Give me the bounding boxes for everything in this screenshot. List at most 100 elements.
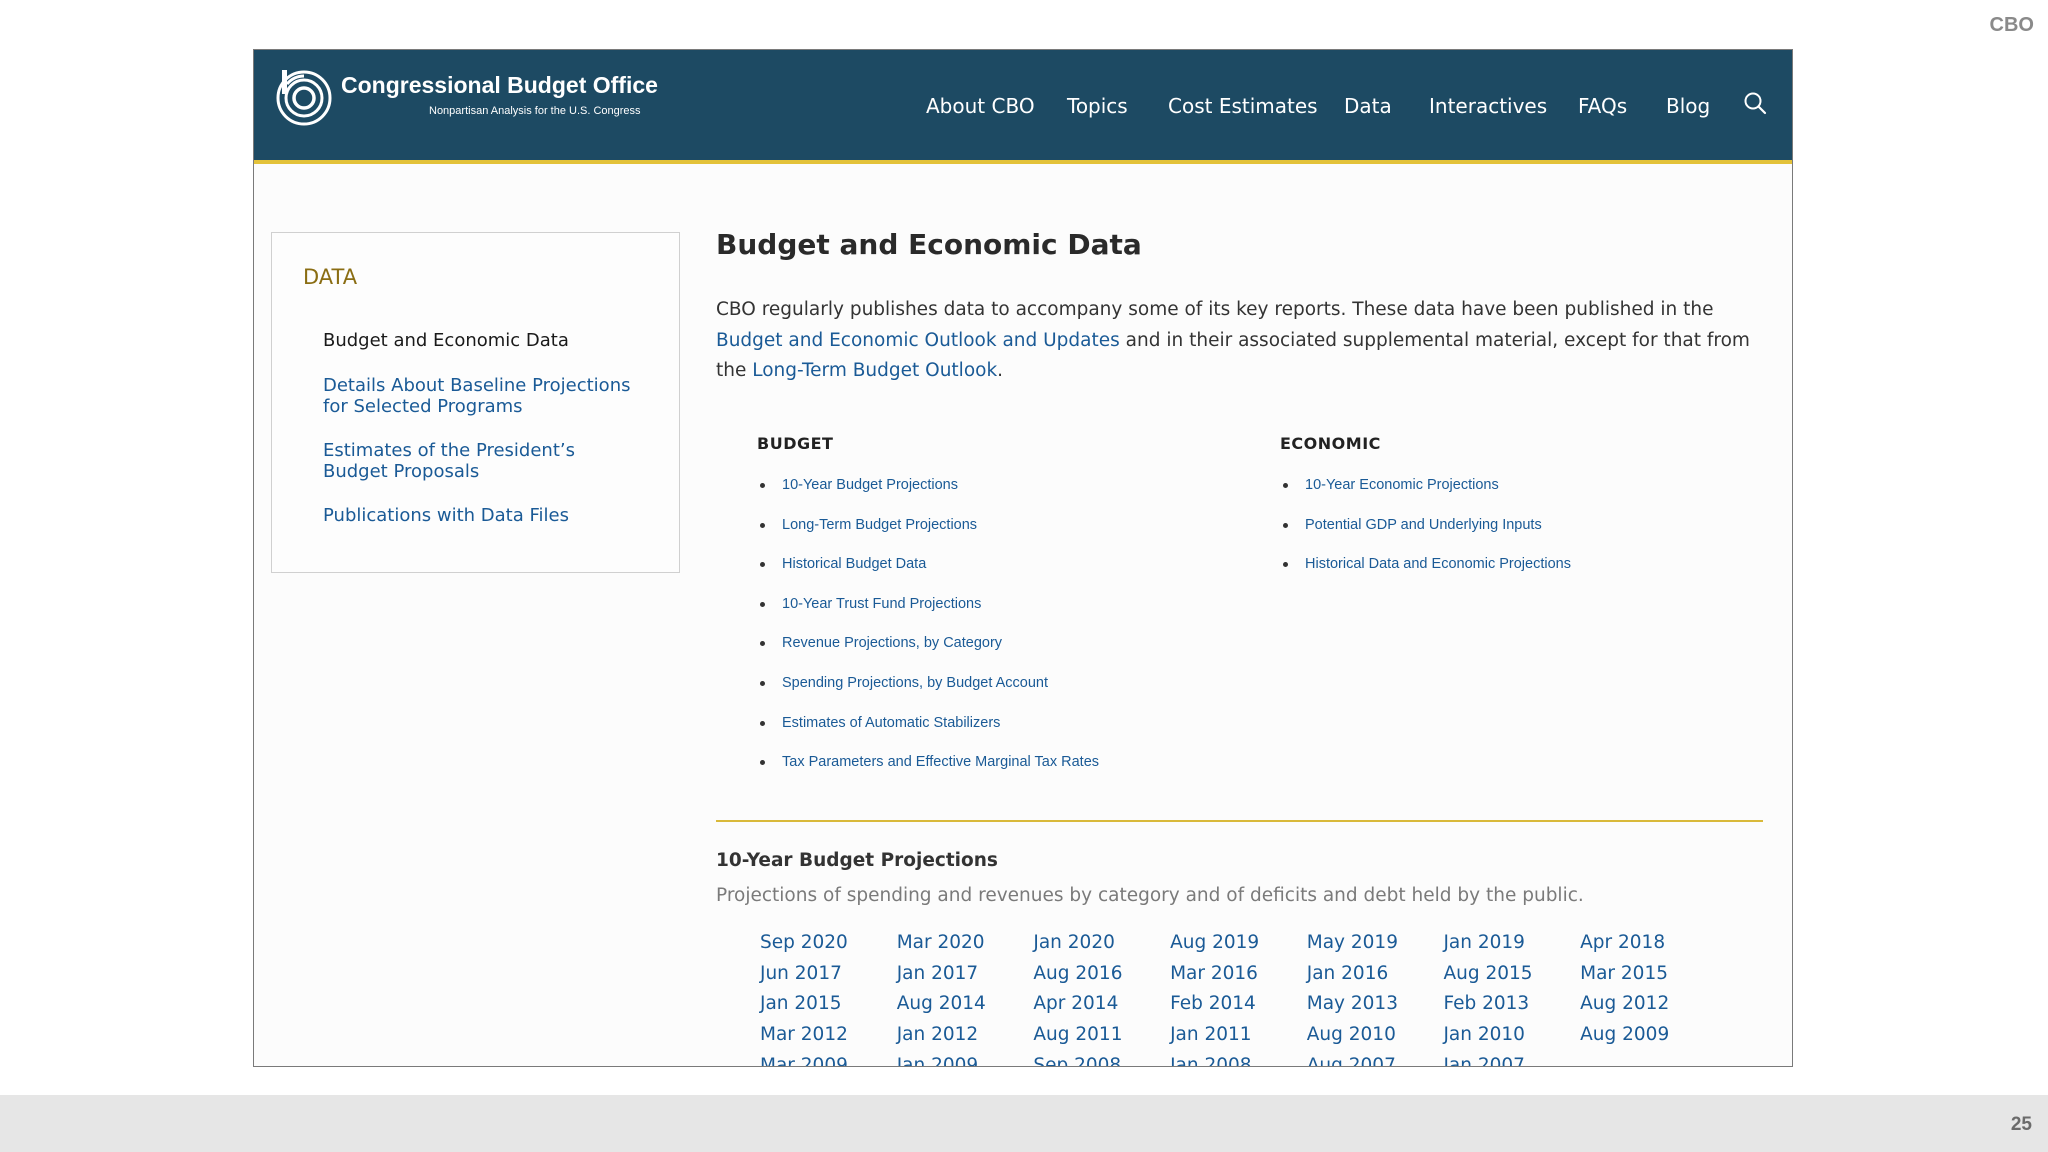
nav-interactives[interactable]: Interactives — [1429, 94, 1548, 118]
projection-date-link[interactable]: Jan 2011 — [1170, 1024, 1252, 1046]
budget-link[interactable]: Revenue Projections, by Category — [782, 635, 1003, 652]
economic-link[interactable]: Potential GDP and Underlying Inputs — [1305, 516, 1542, 533]
projection-date-link[interactable]: Mar 2012 — [760, 1024, 848, 1046]
projection-dates-grid: Sep 2020 Mar 2020 Jan 2020 Aug 2019 May 2019… — [760, 932, 1720, 1067]
budget-heading: BUDGET — [757, 434, 834, 453]
slide-footer-bar — [0, 1095, 2048, 1152]
projection-date-link[interactable]: Apr 2018 — [1580, 932, 1666, 953]
sidebar-item-presidents-budget[interactable]: Estimates of the President’s Budget Prop… — [323, 440, 575, 482]
site-logo-title[interactable]: Congressional Budget Office — [341, 72, 658, 98]
bullet-icon — [1283, 522, 1288, 528]
projection-date-link[interactable]: Aug 2019 — [1170, 932, 1260, 953]
sidebar-item-baseline-projections[interactable]: Details About Baseline Projections for S… — [323, 375, 631, 417]
economic-link[interactable]: 10-Year Economic Projections — [1305, 477, 1499, 493]
intro-text-2: and in their associated supplemental mat… — [716, 329, 1750, 382]
projection-date-link[interactable]: Aug 2014 — [896, 993, 986, 1015]
budget-item: 10-Year Trust Fund Projections — [757, 594, 1099, 634]
bullet-icon — [760, 522, 765, 528]
bullet-icon — [760, 680, 765, 686]
economic-link[interactable]: Historical Data and Economic Projections — [1305, 556, 1571, 573]
projection-date-link[interactable]: May 2019 — [1306, 932, 1398, 953]
projection-date-link[interactable]: Jan 2015 — [760, 993, 842, 1015]
projection-date-link[interactable]: Jan 2017 — [896, 962, 979, 984]
sidebar-item-publications-data-files[interactable]: Publications with Data Files — [323, 505, 569, 526]
intro-text-1: CBO regularly publishes data to accompan… — [716, 299, 1714, 320]
main-nav: About CBO Topics Cost Estimates Data Int… — [254, 94, 1792, 124]
budget-link[interactable]: Spending Projections, by Budget Account — [782, 674, 1049, 691]
projection-date-link[interactable]: Mar 2016 — [1170, 962, 1258, 984]
projection-date-link[interactable]: Jan 2012 — [896, 1024, 979, 1046]
projection-date-link[interactable]: Aug 2015 — [1443, 962, 1533, 984]
link-long-term-budget-outlook[interactable]: Long-Term Budget Outlook — [752, 360, 998, 381]
budget-link[interactable]: Historical Budget Data — [782, 556, 927, 573]
nav-blog[interactable]: Blog — [1666, 94, 1711, 118]
projection-date-link[interactable]: Aug 2010 — [1306, 1024, 1396, 1046]
bullet-icon — [760, 760, 765, 766]
nav-data[interactable]: Data — [1344, 94, 1392, 118]
projection-date-link[interactable]: Aug 2011 — [1033, 1024, 1123, 1046]
projection-date-link[interactable]: Aug 2012 — [1580, 993, 1670, 1015]
nav-cost-estimates[interactable]: Cost Estimates — [1168, 94, 1318, 118]
projection-date-link[interactable]: Feb 2014 — [1170, 993, 1256, 1015]
site-logo-subtitle: Nonpartisan Analysis for the U.S. Congre… — [429, 105, 641, 117]
projection-date-link[interactable]: Sep 2008 — [1033, 1054, 1122, 1067]
projection-date-link[interactable]: Jan 2007 — [1443, 1054, 1525, 1067]
projections-section-description: Projections of spending and revenues by … — [716, 885, 1584, 906]
nav-topics[interactable]: Topics — [1067, 94, 1128, 118]
budget-item: Long-Term Budget Projections — [757, 515, 1099, 555]
sidebar-nav: DATA Budget and Economic Data Details Ab… — [271, 232, 680, 573]
budget-item: Estimates of Automatic Stabilizers — [757, 713, 1099, 753]
budget-link[interactable]: Long-Term Budget Projections — [782, 516, 978, 533]
cbo-logo-icon[interactable] — [274, 66, 334, 126]
browser-screenshot-frame: Congressional Budget Office Nonpartisan … — [253, 49, 1793, 1067]
budget-item: Tax Parameters and Effective Marginal Ta… — [757, 752, 1099, 792]
sidebar-heading: DATA — [303, 265, 358, 289]
projection-date-link[interactable]: Aug 2009 — [1580, 1024, 1670, 1046]
section-divider — [716, 820, 1763, 822]
projection-date-link[interactable]: Jun 2017 — [760, 962, 842, 984]
intro-text-3: . — [997, 360, 1004, 381]
bullet-icon — [760, 483, 765, 488]
projection-date-link[interactable]: Sep 2020 — [760, 932, 848, 953]
bullet-icon — [760, 601, 765, 607]
budget-item: Revenue Projections, by Category — [757, 633, 1099, 673]
intro-paragraph: CBO regularly publishes data to accompan… — [716, 295, 1756, 387]
projection-date-link[interactable]: Jan 2010 — [1443, 1024, 1525, 1046]
slide-corner-label: CBO — [1989, 14, 2034, 36]
budget-link-list: 10-Year Budget Projections Long-Term Budg… — [757, 475, 1099, 792]
projection-date-link[interactable]: Jan 2016 — [1306, 962, 1389, 984]
nav-faqs[interactable]: FAQs — [1578, 94, 1628, 118]
link-budget-economic-outlook[interactable]: Budget and Economic Outlook and Updates — [716, 329, 1120, 351]
bullet-icon — [760, 720, 765, 726]
bullet-icon — [1283, 483, 1288, 488]
economic-item: Historical Data and Economic Projections — [1280, 554, 1571, 594]
projections-section-title: 10-Year Budget Projections — [716, 850, 998, 871]
projection-date-link[interactable]: Mar 2009 — [760, 1054, 848, 1067]
slide-page-number: 25 — [2010, 1114, 2032, 1135]
projection-date-link[interactable]: Jan 2020 — [1033, 932, 1115, 953]
page-title: Budget and Economic Data — [716, 228, 1142, 261]
projection-date-link[interactable]: Jan 2009 — [896, 1054, 979, 1067]
budget-link[interactable]: Tax Parameters and Effective Marginal Ta… — [782, 754, 1100, 771]
projection-date-link[interactable]: Mar 2020 — [896, 932, 985, 953]
projection-date-link[interactable]: Apr 2014 — [1033, 993, 1119, 1015]
projection-date-link[interactable]: Jan 2008 — [1170, 1054, 1252, 1067]
projection-date-link[interactable]: Aug 2007 — [1306, 1054, 1396, 1067]
economic-item: 10-Year Economic Projections — [1280, 475, 1571, 515]
projection-date-link[interactable]: Jan 2019 — [1443, 932, 1525, 953]
budget-link[interactable]: 10-Year Trust Fund Projections — [782, 595, 982, 612]
search-icon[interactable] — [1742, 90, 1768, 116]
nav-about-cbo[interactable]: About CBO — [926, 94, 1035, 118]
site-header: Congressional Budget Office Nonpartisan … — [254, 50, 1792, 164]
budget-link[interactable]: 10-Year Budget Projections — [782, 477, 958, 493]
projection-date-link[interactable]: Feb 2013 — [1443, 993, 1530, 1015]
economic-item: Potential GDP and Underlying Inputs — [1280, 515, 1571, 555]
budget-link[interactable]: Estimates of Automatic Stabilizers — [782, 714, 1001, 731]
projection-date-link[interactable]: Mar 2015 — [1580, 962, 1668, 984]
budget-item: Spending Projections, by Budget Account — [757, 673, 1099, 713]
economic-heading: ECONOMIC — [1280, 434, 1381, 453]
budget-item: Historical Budget Data — [757, 554, 1099, 594]
projection-date-link[interactable]: Aug 2016 — [1033, 962, 1123, 984]
projection-date-link[interactable]: May 2013 — [1306, 993, 1398, 1015]
sidebar-item-budget-economic-data[interactable]: Budget and Economic Data — [323, 330, 569, 351]
